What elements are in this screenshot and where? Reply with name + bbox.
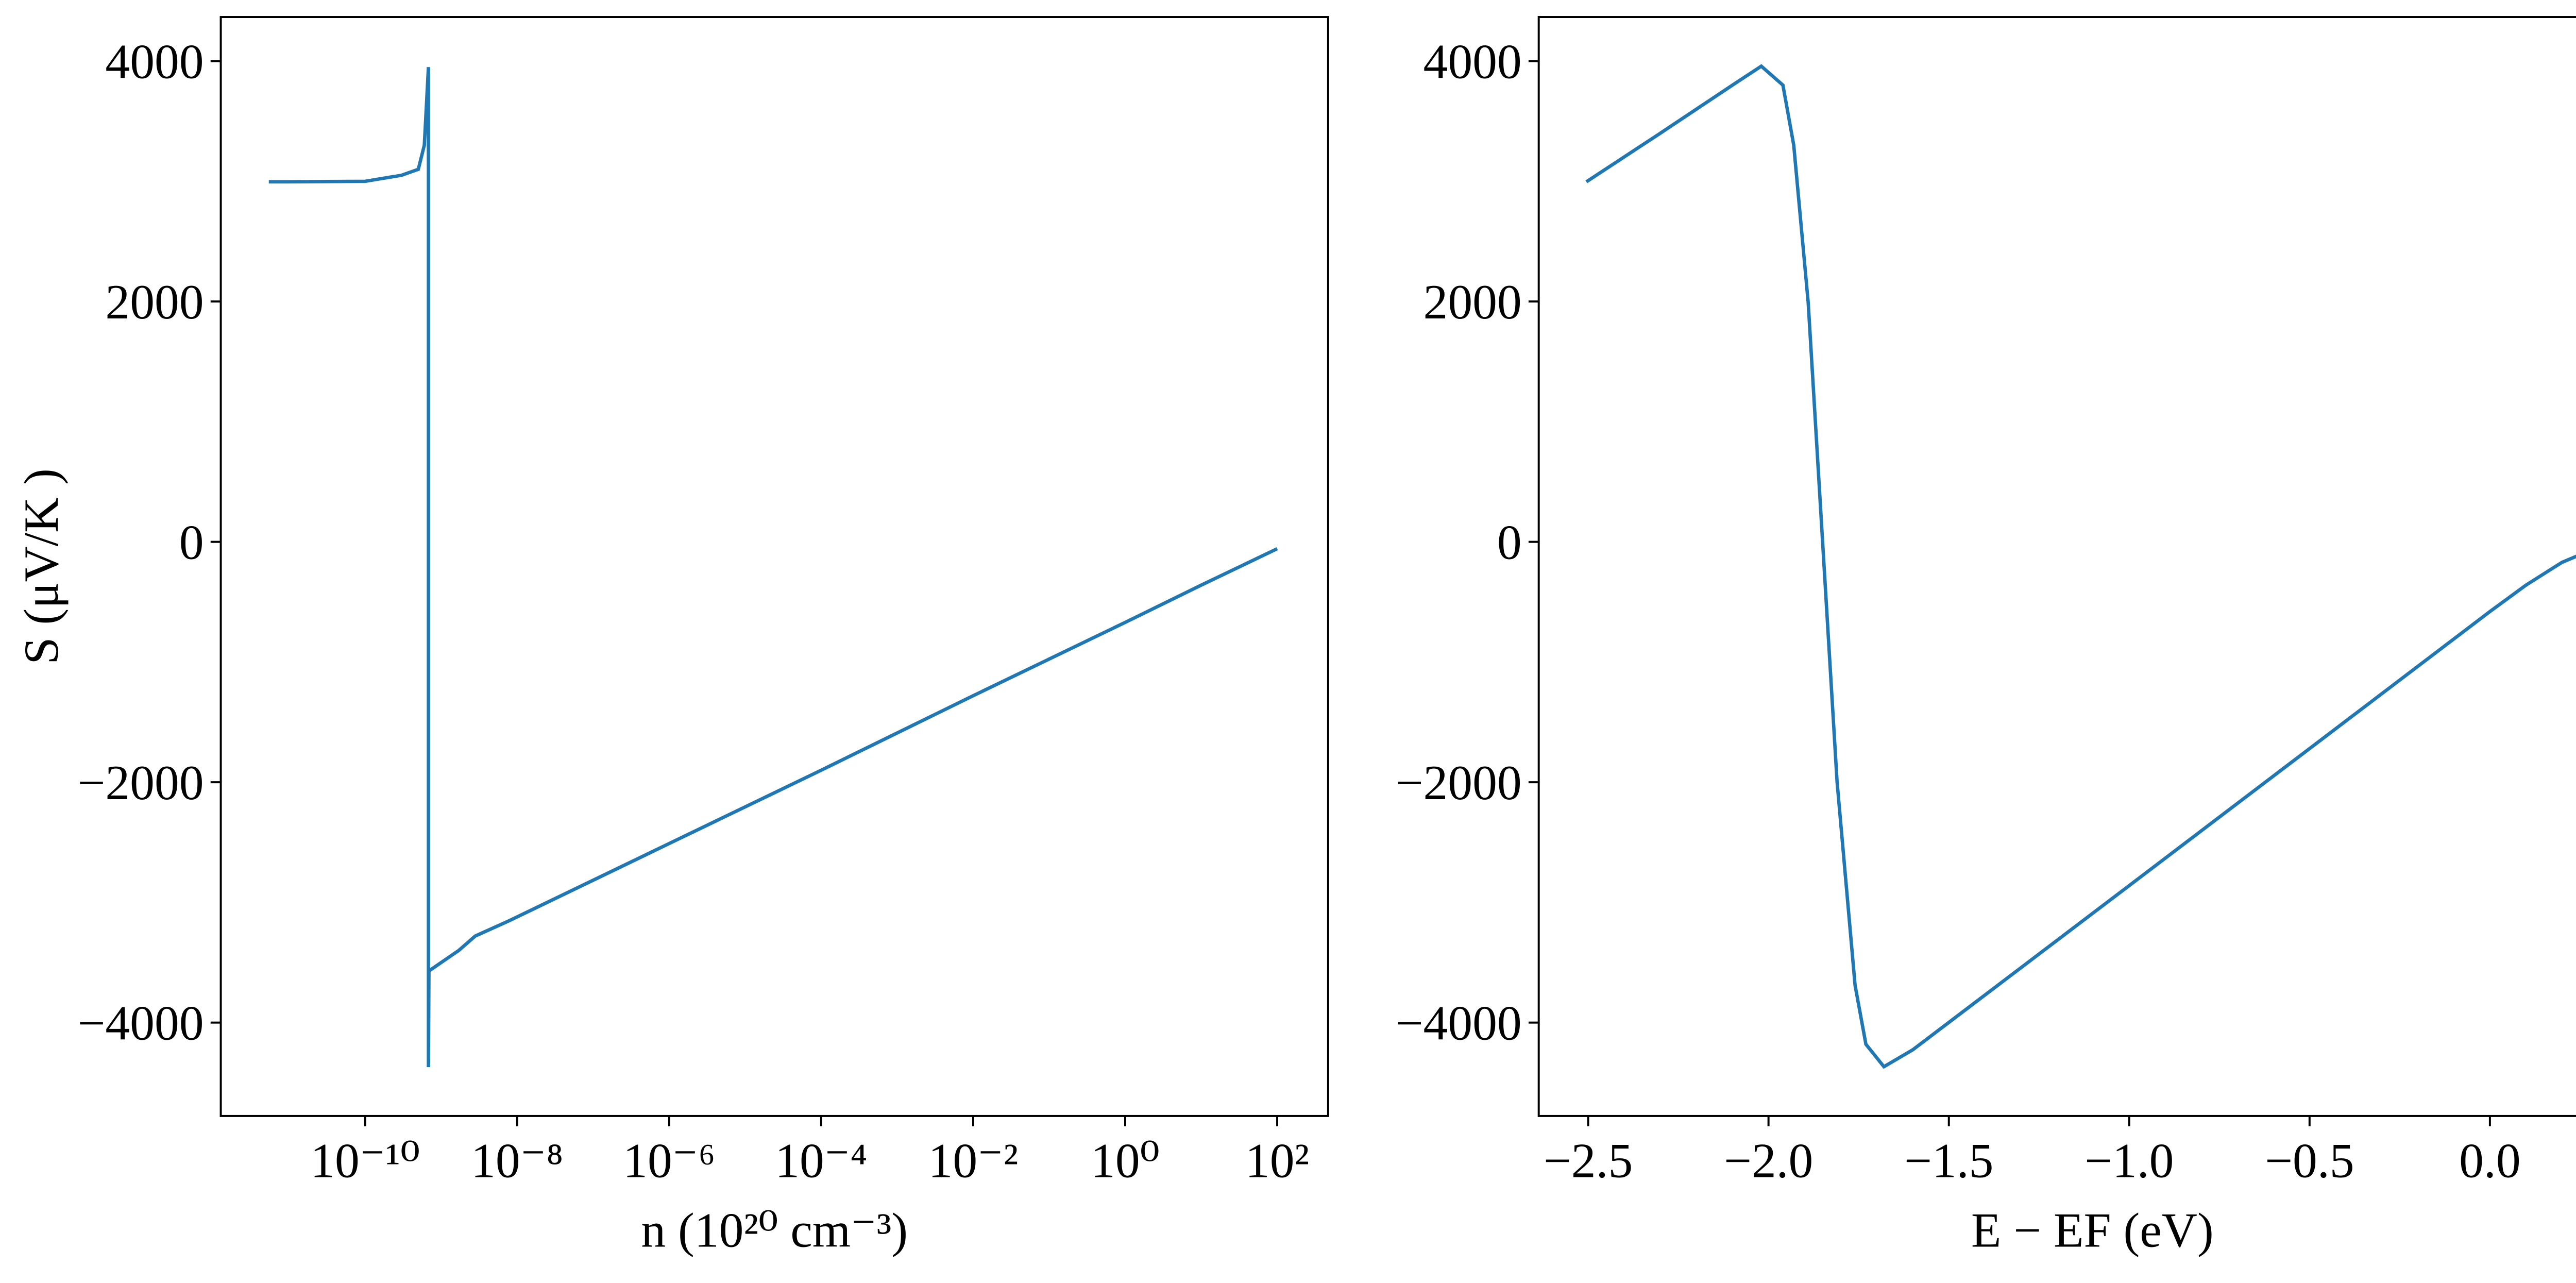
data-line <box>268 67 1278 1067</box>
x-tick-label: 10⁻⁸ <box>471 1134 563 1188</box>
y-tick-label: −4000 <box>1396 996 1522 1051</box>
y-tick-label: 0 <box>179 515 204 570</box>
x-tick-label: −1.5 <box>1904 1134 1993 1188</box>
y-tick-label: −2000 <box>77 755 204 810</box>
x-axis-label: n (10²⁰ cm⁻³) <box>641 1203 908 1258</box>
chart: −4000 −2000 0 2000 4000 10⁻¹⁰ 10⁻⁸ 10⁻⁶ 10⁻⁴ 10⁻²… <box>14 16 1329 1258</box>
x-tick-label: 10⁻² <box>928 1134 1019 1188</box>
y-axis-label: S (μV/K ) <box>14 468 69 665</box>
y-tick-label: −2000 <box>1396 755 1522 810</box>
x-tick-label: 10² <box>1245 1134 1309 1188</box>
x-tick-label: 10⁻⁶ <box>623 1134 715 1188</box>
data-line <box>1585 64 2576 1069</box>
y-tick-label: 4000 <box>105 35 204 89</box>
x-tick-label: −1.0 <box>2084 1134 2174 1188</box>
x-tick-label: −2.0 <box>1724 1134 1813 1188</box>
plot-frame <box>1537 16 2576 1117</box>
y-tick-label: −4000 <box>77 996 204 1051</box>
y-tick-label: 2000 <box>1423 275 1522 329</box>
y-tick-label: 0 <box>1497 515 1522 570</box>
x-tick-label: −2.5 <box>1544 1134 1633 1188</box>
x-tick-label: −0.5 <box>2265 1134 2354 1188</box>
x-tick-label: 10⁻¹⁰ <box>310 1134 420 1188</box>
x-tick-label: 10⁰ <box>1091 1134 1160 1188</box>
plot-frame <box>219 16 1329 1117</box>
x-axis-label: E − EF (eV) <box>1971 1203 2214 1258</box>
y-tick-label: 4000 <box>1423 35 1522 89</box>
x-tick-label: 0.0 <box>2459 1134 2521 1188</box>
x-tick-label: 10⁻⁴ <box>775 1134 867 1188</box>
chart: −4000 −2000 0 2000 4000 −2.5 −2.0 −1.5 −1.0 −0.5 0… <box>1396 16 2576 1258</box>
y-tick-label: 2000 <box>105 275 204 329</box>
